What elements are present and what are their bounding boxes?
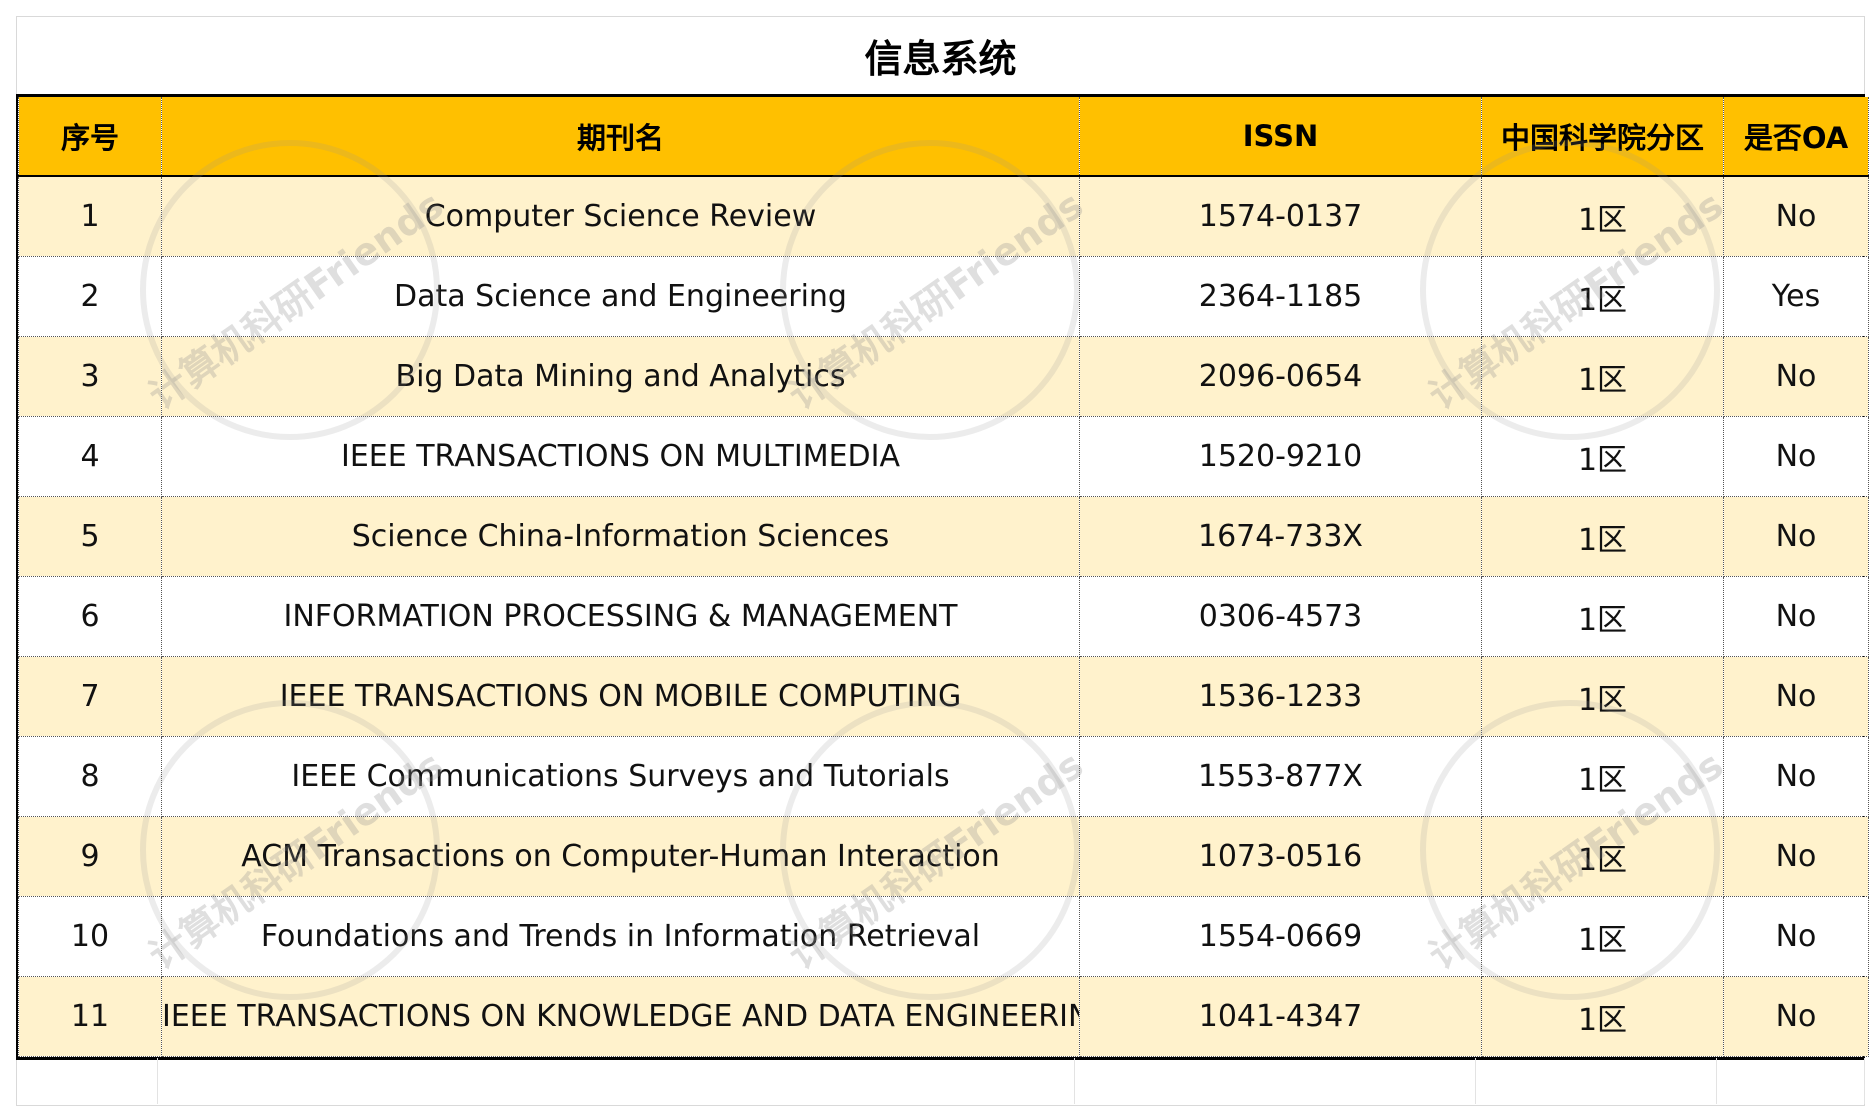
header-no[interactable]: 序号	[18, 97, 162, 177]
header-journal-name[interactable]: 期刊名	[161, 97, 1080, 177]
cell-journal-name[interactable]: Big Data Mining and Analytics	[161, 336, 1080, 417]
cell-cas-zone[interactable]: 1区	[1481, 176, 1724, 257]
cell-open-access[interactable]: No	[1723, 176, 1869, 257]
cell-no[interactable]: 11	[18, 976, 162, 1057]
cell-no[interactable]: 1	[18, 176, 162, 257]
header-open-access[interactable]: 是否OA	[1723, 97, 1869, 177]
cell-issn[interactable]: 1554-0669	[1079, 896, 1482, 977]
cell-no[interactable]: 2	[18, 256, 162, 337]
cell-issn[interactable]: 1073-0516	[1079, 816, 1482, 897]
cell-journal-name[interactable]: Science China-Information Sciences	[161, 496, 1080, 577]
cell-no[interactable]: 6	[18, 576, 162, 657]
cell-issn[interactable]: 2096-0654	[1079, 336, 1482, 417]
cell-journal-name[interactable]: IEEE Communications Surveys and Tutorial…	[161, 736, 1080, 817]
empty-cell[interactable]	[1717, 1058, 1865, 1104]
cell-no[interactable]: 9	[18, 816, 162, 897]
sheet-title: 信息系统	[864, 36, 1017, 81]
table-row: 11 IEEE TRANSACTIONS ON KNOWLEDGE AND DAT…	[18, 976, 1869, 1057]
header-cas-zone[interactable]: 中国科学院分区	[1481, 97, 1724, 177]
cell-cas-zone[interactable]: 1区	[1481, 416, 1724, 497]
table-row: 8 IEEE Communications Surveys and Tutoria…	[18, 736, 1869, 817]
table-row: 10 Foundations and Trends in Information …	[18, 896, 1869, 977]
table-row: 1 Computer Science Review 1574-0137 1区 No	[18, 176, 1869, 257]
cell-issn[interactable]: 1553-877X	[1079, 736, 1482, 817]
table-row: 3 Big Data Mining and Analytics 2096-0654 1…	[18, 336, 1869, 417]
cell-no[interactable]: 4	[18, 416, 162, 497]
cell-cas-zone[interactable]: 1区	[1481, 656, 1724, 737]
cell-cas-zone[interactable]: 1区	[1481, 816, 1724, 897]
cell-journal-name[interactable]: IEEE TRANSACTIONS ON MULTIMEDIA	[161, 416, 1080, 497]
cell-journal-name[interactable]: ACM Transactions on Computer-Human Inter…	[161, 816, 1080, 897]
cell-cas-zone[interactable]: 1区	[1481, 336, 1724, 417]
empty-cell[interactable]	[158, 1058, 1075, 1104]
cell-no[interactable]: 5	[18, 496, 162, 577]
table-row: 9 ACM Transactions on Computer-Human Inte…	[18, 816, 1869, 897]
cell-no[interactable]: 3	[18, 336, 162, 417]
table-row: 2 Data Science and Engineering 2364-1185 1区…	[18, 256, 1869, 337]
cell-journal-name[interactable]: Foundations and Trends in Information Re…	[161, 896, 1080, 977]
journal-table: 序号 期刊名 ISSN 中国科学院分区 是否OA 1 Computer Scien…	[18, 97, 1869, 1057]
cell-journal-name[interactable]: IEEE TRANSACTIONS ON MOBILE COMPUTING	[161, 656, 1080, 737]
header-row: 序号 期刊名 ISSN 中国科学院分区 是否OA	[18, 97, 1869, 177]
cell-open-access[interactable]: No	[1723, 976, 1869, 1057]
cell-open-access[interactable]: No	[1723, 576, 1869, 657]
header-issn[interactable]: ISSN	[1079, 97, 1482, 177]
journal-table-frame: 序号 期刊名 ISSN 中国科学院分区 是否OA 1 Computer Scien…	[16, 94, 1869, 1060]
cell-no[interactable]: 7	[18, 656, 162, 737]
cell-cas-zone[interactable]: 1区	[1481, 976, 1724, 1057]
cell-cas-zone[interactable]: 1区	[1481, 256, 1724, 337]
empty-cell[interactable]	[1476, 1058, 1717, 1104]
cell-issn[interactable]: 1520-9210	[1079, 416, 1482, 497]
cell-journal-name[interactable]: INFORMATION PROCESSING & MANAGEMENT	[161, 576, 1080, 657]
cell-issn[interactable]: 1574-0137	[1079, 176, 1482, 257]
cell-issn[interactable]: 1041-4347	[1079, 976, 1482, 1057]
cell-open-access[interactable]: No	[1723, 896, 1869, 977]
cell-open-access[interactable]: No	[1723, 656, 1869, 737]
cell-open-access[interactable]: No	[1723, 496, 1869, 577]
cell-journal-name[interactable]: IEEE TRANSACTIONS ON KNOWLEDGE AND DATA …	[161, 976, 1080, 1057]
cell-cas-zone[interactable]: 1区	[1481, 496, 1724, 577]
cell-issn[interactable]: 2364-1185	[1079, 256, 1482, 337]
cell-open-access[interactable]: No	[1723, 416, 1869, 497]
cell-issn[interactable]: 1536-1233	[1079, 656, 1482, 737]
cell-journal-name[interactable]: Computer Science Review	[161, 176, 1080, 257]
cell-journal-name[interactable]: Data Science and Engineering	[161, 256, 1080, 337]
empty-row-below	[16, 1058, 1865, 1104]
cell-cas-zone[interactable]: 1区	[1481, 576, 1724, 657]
cell-no[interactable]: 10	[18, 896, 162, 977]
table-row: 6 INFORMATION PROCESSING & MANAGEMENT 0306…	[18, 576, 1869, 657]
table-row: 5 Science China-Information Sciences 1674-…	[18, 496, 1869, 577]
cell-issn[interactable]: 0306-4573	[1079, 576, 1482, 657]
table-row: 7 IEEE TRANSACTIONS ON MOBILE COMPUTING 15…	[18, 656, 1869, 737]
cell-open-access[interactable]: No	[1723, 336, 1869, 417]
empty-cell[interactable]	[1075, 1058, 1476, 1104]
cell-open-access[interactable]: Yes	[1723, 256, 1869, 337]
cell-cas-zone[interactable]: 1区	[1481, 736, 1724, 817]
empty-cell[interactable]	[16, 1058, 158, 1104]
cell-open-access[interactable]: No	[1723, 816, 1869, 897]
table-row: 4 IEEE TRANSACTIONS ON MULTIMEDIA 1520-921…	[18, 416, 1869, 497]
cell-cas-zone[interactable]: 1区	[1481, 896, 1724, 977]
cell-issn[interactable]: 1674-733X	[1079, 496, 1482, 577]
cell-open-access[interactable]: No	[1723, 736, 1869, 817]
cell-no[interactable]: 8	[18, 736, 162, 817]
